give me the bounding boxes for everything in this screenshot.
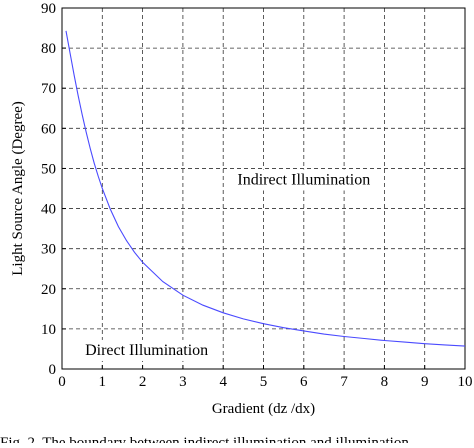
annotation-label: Indirect Illumination: [237, 171, 370, 188]
x-tick-label: 9: [421, 374, 429, 390]
y-tick-label: 50: [41, 161, 56, 177]
x-tick-label: 10: [458, 374, 473, 390]
ticks-layer: 0 1 2 3 4 5 6 7 8 9 10 0 10 20 30 40 50 60 70 80 90: [41, 1, 473, 390]
x-axis-label: Gradient (dz /dx): [212, 401, 315, 417]
y-tick-label: 10: [41, 322, 56, 338]
x-tick-label: 3: [179, 374, 187, 390]
x-tick-label: 4: [219, 374, 227, 390]
figure-caption: Fig. 2. The boundary between indirect il…: [0, 435, 409, 443]
y-tick-label: 20: [41, 282, 56, 298]
x-tick-label: 1: [99, 374, 107, 390]
x-tick-label: 5: [260, 374, 268, 390]
x-tick-label: 0: [58, 374, 66, 390]
series-layer: [65, 30, 466, 347]
y-tick-label: 40: [41, 202, 56, 218]
annotation-background: [81, 339, 213, 361]
annotation-label: Direct Illumination: [85, 342, 208, 359]
x-tick-label: 6: [300, 374, 308, 390]
x-tick-label: 2: [139, 374, 147, 390]
y-tick-label: 90: [41, 1, 56, 17]
y-axis-label: Light Source Angle (Degree): [10, 101, 26, 276]
x-tick-label: 7: [340, 374, 348, 390]
x-tick-label: 8: [381, 374, 389, 390]
y-tick-label: 60: [41, 121, 56, 137]
series-line: [65, 30, 466, 347]
y-tick-label: 80: [41, 41, 56, 57]
annotation-layer: Indirect Illumination Direct Illumination: [81, 169, 375, 361]
y-tick-label: 70: [41, 81, 56, 97]
y-tick-label: 0: [49, 362, 57, 378]
y-tick-label: 30: [41, 242, 56, 258]
annotation-background: [233, 169, 375, 191]
